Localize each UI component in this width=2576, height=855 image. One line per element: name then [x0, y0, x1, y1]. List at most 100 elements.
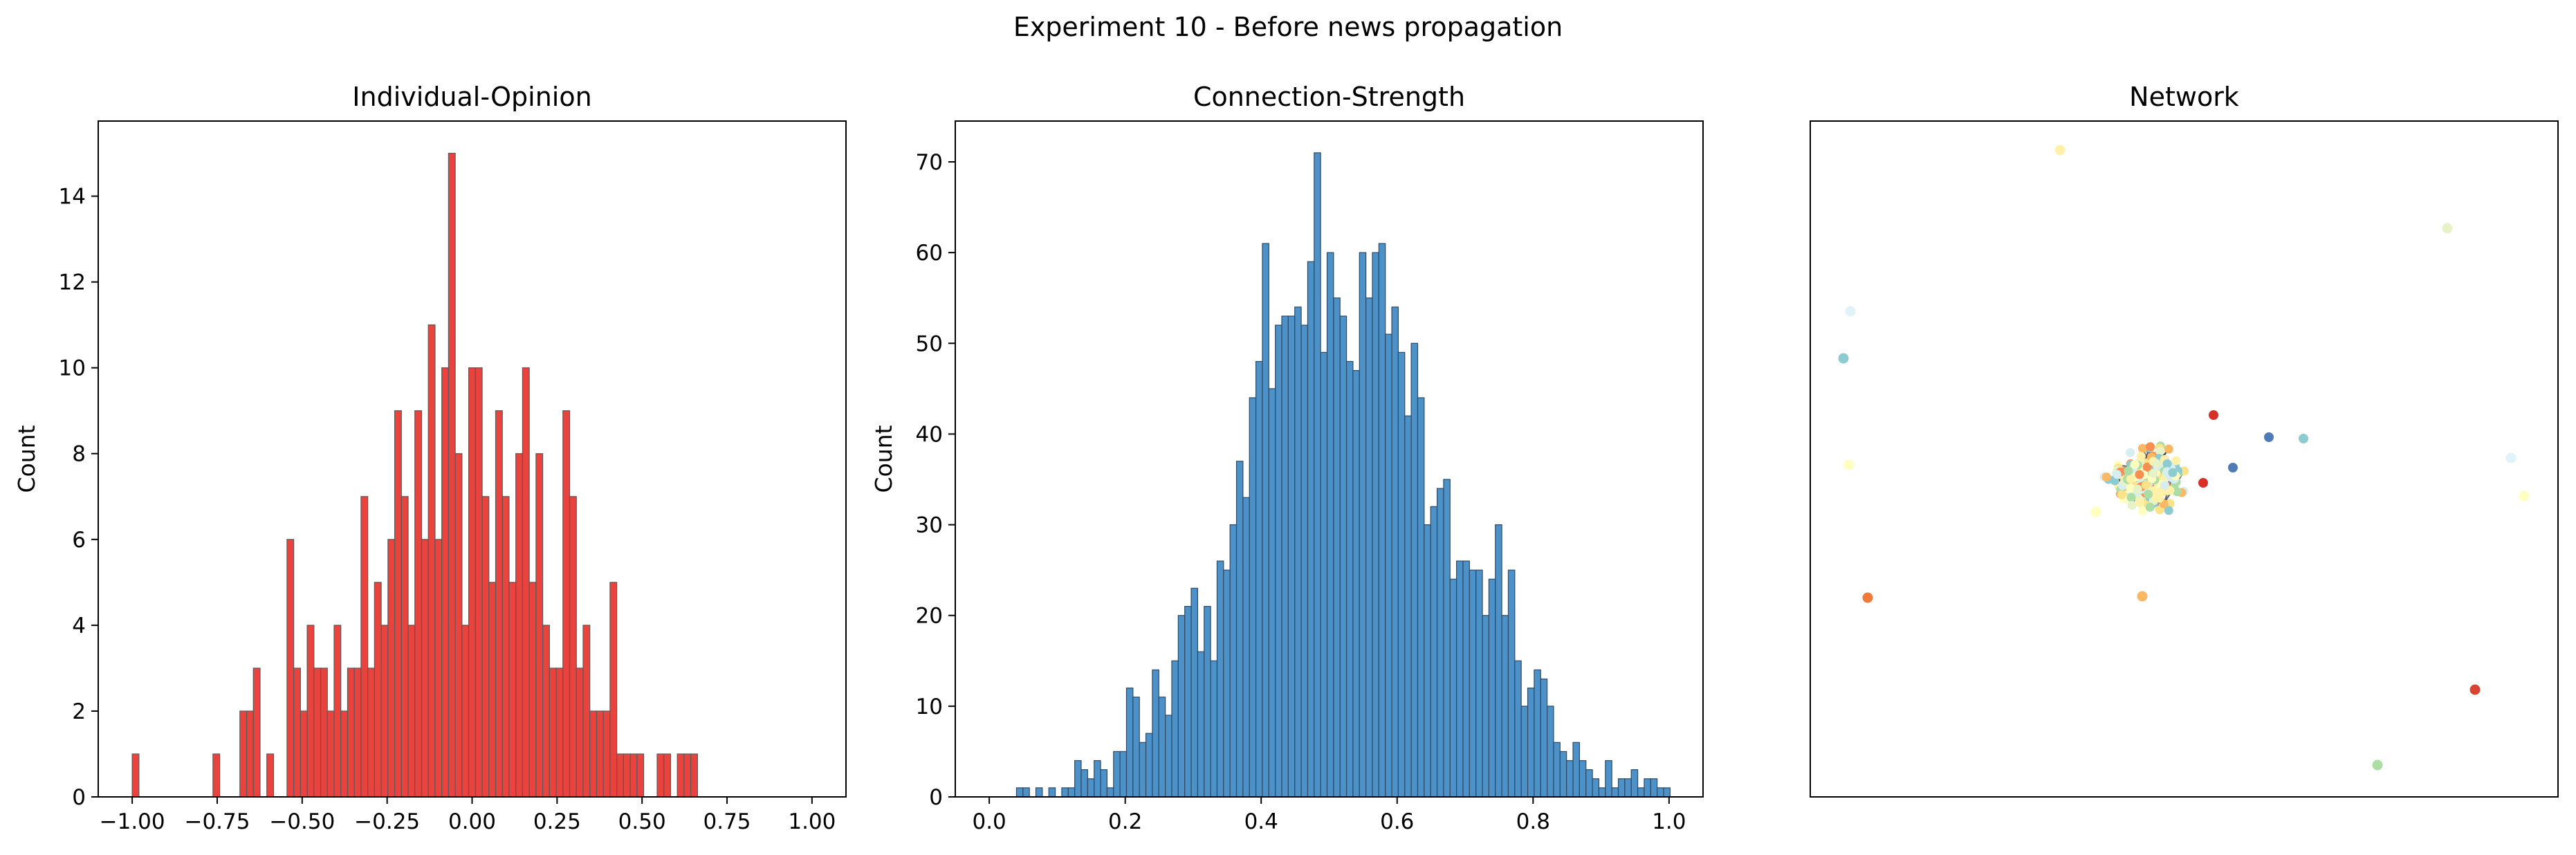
panel-title: Connection-Strength	[1193, 82, 1465, 112]
histogram-bar	[313, 668, 322, 798]
histogram-bar	[131, 753, 140, 798]
histogram-bar	[1048, 787, 1056, 798]
network-node	[2198, 478, 2208, 488]
histogram-bars	[1015, 152, 1671, 798]
histogram-bar	[1145, 733, 1153, 798]
y-tick-label: 4	[72, 614, 86, 638]
histogram-bar	[1579, 760, 1587, 798]
histogram-bar	[1572, 742, 1580, 798]
histogram-bar	[468, 367, 476, 798]
histogram-bar	[475, 367, 483, 798]
histogram-bar	[1125, 688, 1134, 798]
network-node	[2126, 474, 2135, 484]
histogram-bar	[1462, 560, 1470, 798]
histogram-bar	[629, 753, 638, 798]
histogram-bar	[589, 710, 598, 798]
histogram-bar	[602, 710, 611, 798]
network-node	[2172, 487, 2182, 497]
histogram-bar	[1177, 615, 1186, 798]
histogram-bar	[394, 410, 402, 798]
histogram-bar	[1378, 243, 1386, 798]
x-tick-label: −0.25	[354, 809, 420, 834]
histogram-bar	[1637, 787, 1645, 798]
histogram-bar	[1132, 697, 1140, 798]
histogram-bar	[1365, 297, 1373, 798]
histogram-bar	[1397, 351, 1406, 798]
histogram-bar	[1113, 751, 1121, 798]
network-node	[2090, 506, 2101, 517]
histogram-bar	[1372, 252, 1379, 798]
x-tick-label: 0.25	[533, 809, 581, 834]
network-node	[1845, 306, 1856, 317]
axes-frame	[1810, 120, 2559, 798]
histogram-bar	[1553, 742, 1561, 798]
network-node	[2155, 447, 2165, 457]
histogram-bar	[1495, 524, 1502, 798]
histogram-bar	[1650, 778, 1658, 798]
y-tick-label: 10	[916, 695, 943, 719]
histogram-bar	[333, 625, 342, 798]
histogram-bar	[1152, 669, 1159, 798]
histogram-bar	[1534, 669, 1541, 798]
histogram-bar	[1275, 324, 1282, 798]
network-node	[2112, 470, 2122, 479]
network-node	[2124, 466, 2133, 476]
histogram-bar	[1197, 651, 1205, 798]
histogram-bar	[663, 753, 672, 798]
histogram-bar	[1262, 243, 1269, 798]
y-tick-label: 60	[916, 241, 943, 266]
histogram-bar	[576, 668, 584, 798]
histogram-bar	[488, 582, 497, 798]
histogram-bar	[353, 668, 362, 798]
network-node	[2126, 448, 2135, 457]
histogram-bar	[555, 668, 564, 798]
histogram-bar	[1015, 787, 1024, 798]
network-node	[2142, 462, 2152, 472]
y-tick-label: 0	[72, 785, 86, 810]
network-nodes	[1838, 145, 2530, 771]
network-node	[2137, 506, 2147, 516]
histogram-bar	[1242, 497, 1250, 798]
histogram-bar	[1184, 606, 1192, 798]
histogram-bar	[212, 753, 221, 798]
network-node	[2127, 501, 2137, 511]
histogram-bar	[1352, 370, 1360, 798]
histogram-bar	[374, 582, 382, 798]
x-tick-label: 0.75	[703, 809, 751, 834]
network-node	[2469, 684, 2481, 695]
histogram-bar	[1300, 324, 1309, 798]
network-node	[2155, 493, 2164, 503]
histogram-bar	[1547, 706, 1554, 798]
histogram-bar	[623, 753, 631, 798]
histogram-bar	[266, 753, 275, 798]
network-node	[2101, 472, 2111, 482]
histogram-bar	[1436, 488, 1444, 798]
histogram-bar	[252, 668, 261, 798]
histogram-bar	[1663, 787, 1671, 798]
histogram-bar	[1566, 760, 1574, 798]
histogram-bar	[1216, 560, 1224, 798]
x-tick-label: −1.00	[100, 809, 165, 834]
histogram-bar	[683, 753, 692, 798]
network-node	[2144, 489, 2153, 499]
histogram-bar	[1404, 415, 1412, 798]
histogram-bar	[286, 539, 295, 798]
histogram-bar	[495, 410, 503, 798]
histogram-bar	[1326, 252, 1334, 798]
y-tick-label: 14	[59, 185, 86, 210]
network-node	[1862, 592, 1873, 603]
histogram-bar	[1281, 315, 1289, 798]
histogram-bar	[1482, 615, 1490, 798]
histogram-bar	[239, 710, 248, 798]
histogram-bar	[306, 625, 315, 798]
histogram-bar	[616, 753, 624, 798]
network-node	[2151, 459, 2161, 468]
network-node	[2209, 410, 2218, 420]
histogram-bar	[326, 710, 335, 798]
histogram-bar	[1624, 778, 1632, 798]
histogram-bar	[1501, 615, 1509, 798]
histogram-bar	[1320, 351, 1328, 798]
histogram-bar	[1527, 688, 1535, 798]
histogram-bar	[1190, 587, 1199, 798]
histogram-bar	[1223, 569, 1231, 798]
